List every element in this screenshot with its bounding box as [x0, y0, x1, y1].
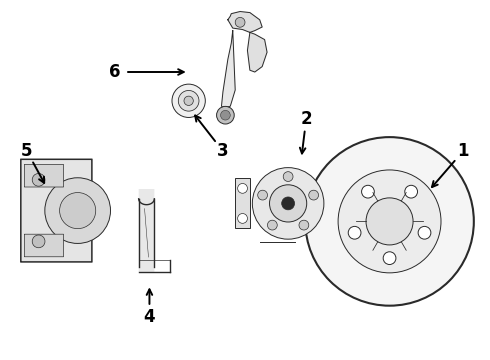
Text: 2: 2	[300, 110, 312, 128]
Circle shape	[238, 213, 247, 223]
Circle shape	[238, 184, 247, 193]
Circle shape	[60, 193, 96, 229]
Circle shape	[338, 170, 441, 273]
Circle shape	[32, 174, 45, 186]
Circle shape	[383, 252, 396, 265]
Circle shape	[362, 185, 374, 198]
Text: 5: 5	[21, 142, 33, 160]
Circle shape	[270, 185, 307, 222]
Circle shape	[45, 178, 111, 243]
Circle shape	[282, 197, 294, 210]
Circle shape	[258, 190, 268, 200]
Circle shape	[268, 220, 277, 230]
Circle shape	[305, 137, 474, 306]
Polygon shape	[221, 31, 235, 108]
Polygon shape	[228, 12, 262, 32]
Circle shape	[252, 168, 324, 239]
Circle shape	[405, 185, 417, 198]
Circle shape	[32, 235, 45, 248]
Text: 6: 6	[109, 63, 121, 81]
FancyBboxPatch shape	[24, 165, 64, 187]
Circle shape	[184, 96, 194, 105]
Circle shape	[220, 111, 230, 120]
FancyBboxPatch shape	[21, 159, 92, 262]
Circle shape	[172, 84, 205, 117]
FancyBboxPatch shape	[24, 234, 64, 257]
Circle shape	[366, 198, 413, 245]
Text: 1: 1	[457, 142, 469, 160]
Bar	[235, 178, 250, 229]
Circle shape	[309, 190, 318, 200]
Circle shape	[348, 226, 361, 239]
FancyBboxPatch shape	[139, 189, 154, 272]
Circle shape	[283, 172, 293, 181]
Circle shape	[235, 17, 245, 27]
Polygon shape	[247, 32, 267, 72]
Text: 4: 4	[144, 308, 155, 326]
Circle shape	[217, 107, 234, 124]
Text: 3: 3	[217, 142, 229, 160]
Circle shape	[178, 90, 199, 111]
Circle shape	[299, 220, 309, 230]
Circle shape	[418, 226, 431, 239]
